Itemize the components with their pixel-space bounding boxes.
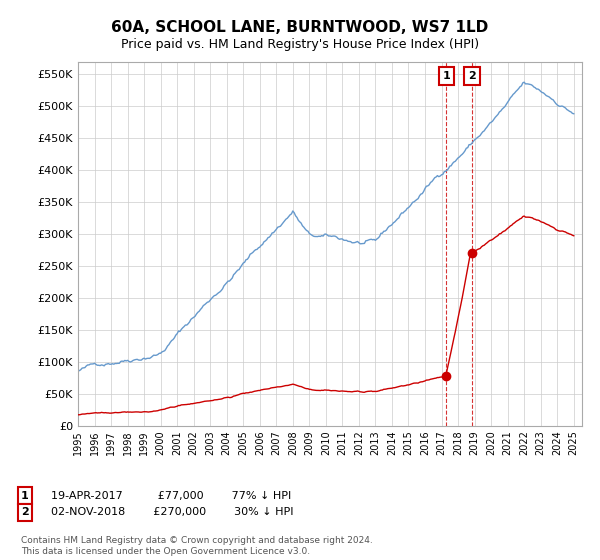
Text: 2: 2 [21, 507, 29, 517]
Text: 2: 2 [468, 71, 476, 81]
Text: 1: 1 [21, 491, 29, 501]
Text: 02-NOV-2018        £270,000        30% ↓ HPI: 02-NOV-2018 £270,000 30% ↓ HPI [51, 507, 293, 517]
Text: 1: 1 [442, 71, 450, 81]
Text: Price paid vs. HM Land Registry's House Price Index (HPI): Price paid vs. HM Land Registry's House … [121, 38, 479, 51]
Text: 19-APR-2017          £77,000        77% ↓ HPI: 19-APR-2017 £77,000 77% ↓ HPI [51, 491, 291, 501]
Text: 60A, SCHOOL LANE, BURNTWOOD, WS7 1LD: 60A, SCHOOL LANE, BURNTWOOD, WS7 1LD [112, 20, 488, 35]
Text: Contains HM Land Registry data © Crown copyright and database right 2024.
This d: Contains HM Land Registry data © Crown c… [21, 536, 373, 556]
